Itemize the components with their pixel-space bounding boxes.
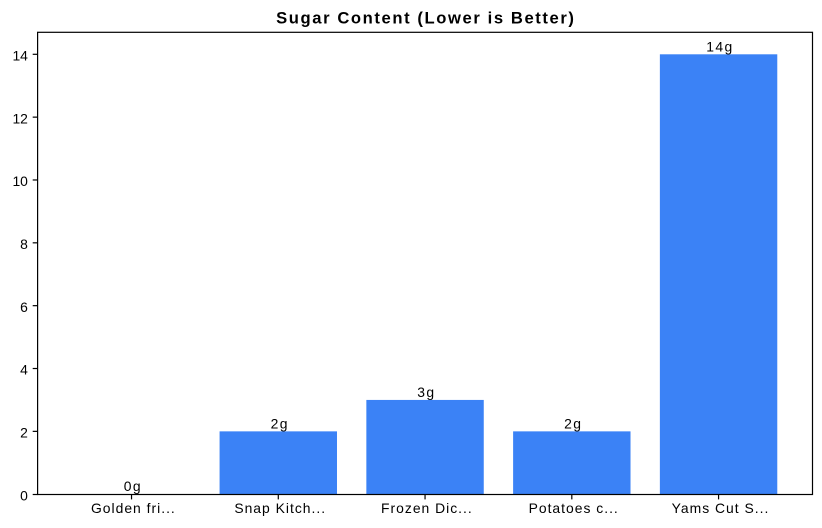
svg-text:Snap Kitch...: Snap Kitch... <box>234 500 326 516</box>
svg-text:2g: 2g <box>271 415 289 431</box>
svg-text:Yams Cut S...: Yams Cut S... <box>672 500 770 516</box>
svg-text:6: 6 <box>20 299 28 315</box>
svg-text:4: 4 <box>20 362 28 378</box>
svg-text:Potatoes c...: Potatoes c... <box>529 500 619 516</box>
svg-text:14g: 14g <box>706 38 733 54</box>
svg-text:Golden fri...: Golden fri... <box>91 500 176 516</box>
svg-text:0: 0 <box>20 487 28 503</box>
svg-text:10: 10 <box>12 173 28 189</box>
svg-text:0g: 0g <box>124 478 142 494</box>
svg-text:8: 8 <box>20 236 28 252</box>
svg-text:2g: 2g <box>564 415 582 431</box>
svg-text:Sugar Content (Lower is Better: Sugar Content (Lower is Better) <box>276 9 575 28</box>
svg-text:12: 12 <box>12 110 28 126</box>
svg-text:2: 2 <box>20 425 28 441</box>
svg-text:14: 14 <box>12 47 28 63</box>
svg-text:Frozen Dic...: Frozen Dic... <box>381 500 473 516</box>
svg-text:3g: 3g <box>417 384 435 400</box>
